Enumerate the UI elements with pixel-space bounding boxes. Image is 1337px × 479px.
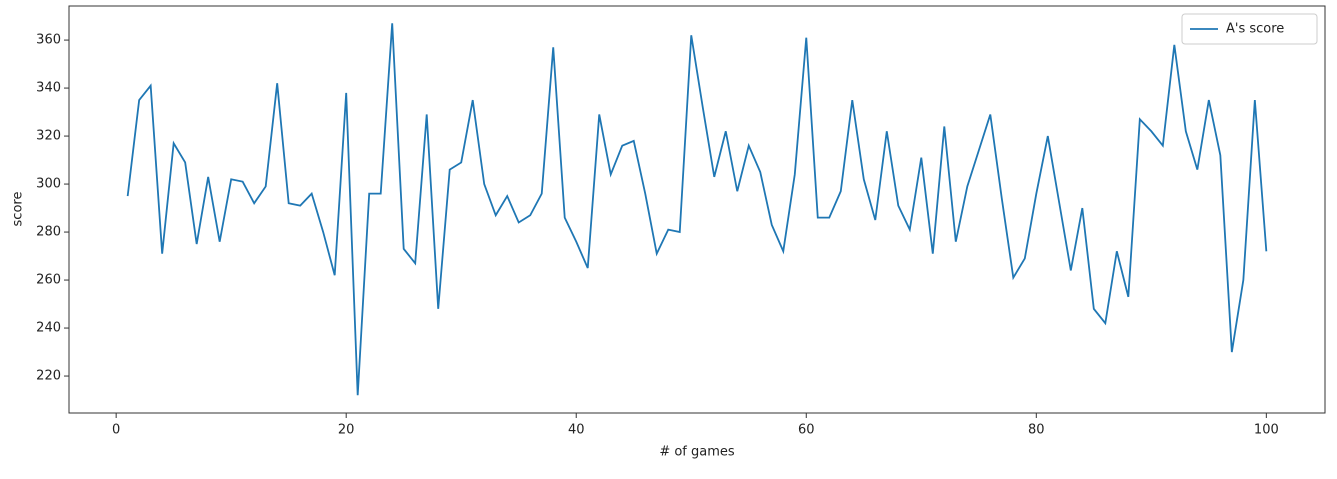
y-tick-label: 280 <box>36 225 61 240</box>
legend-label: A's score <box>1226 22 1284 37</box>
data-line <box>126 23 1268 396</box>
y-tick-label: 260 <box>36 273 61 288</box>
x-tick-label: 0 <box>112 423 120 438</box>
y-tick-label: 320 <box>36 129 61 144</box>
y-tick-label: 340 <box>36 81 61 96</box>
x-tick-label: 100 <box>1254 423 1279 438</box>
plot-frame <box>68 5 1326 414</box>
y-tick-label: 300 <box>36 177 61 192</box>
x-tick-label: 80 <box>1028 423 1045 438</box>
x-tick-label: 60 <box>798 423 815 438</box>
y-tick-label: 220 <box>36 369 61 384</box>
x-tick-label: 40 <box>568 423 585 438</box>
legend-box <box>1181 13 1318 45</box>
x-axis-label: # of games <box>659 445 735 460</box>
y-axis-label: score <box>11 192 26 227</box>
x-tick-label: 20 <box>338 423 355 438</box>
y-tick-label: 240 <box>36 321 61 336</box>
y-tick-label: 360 <box>36 33 61 48</box>
